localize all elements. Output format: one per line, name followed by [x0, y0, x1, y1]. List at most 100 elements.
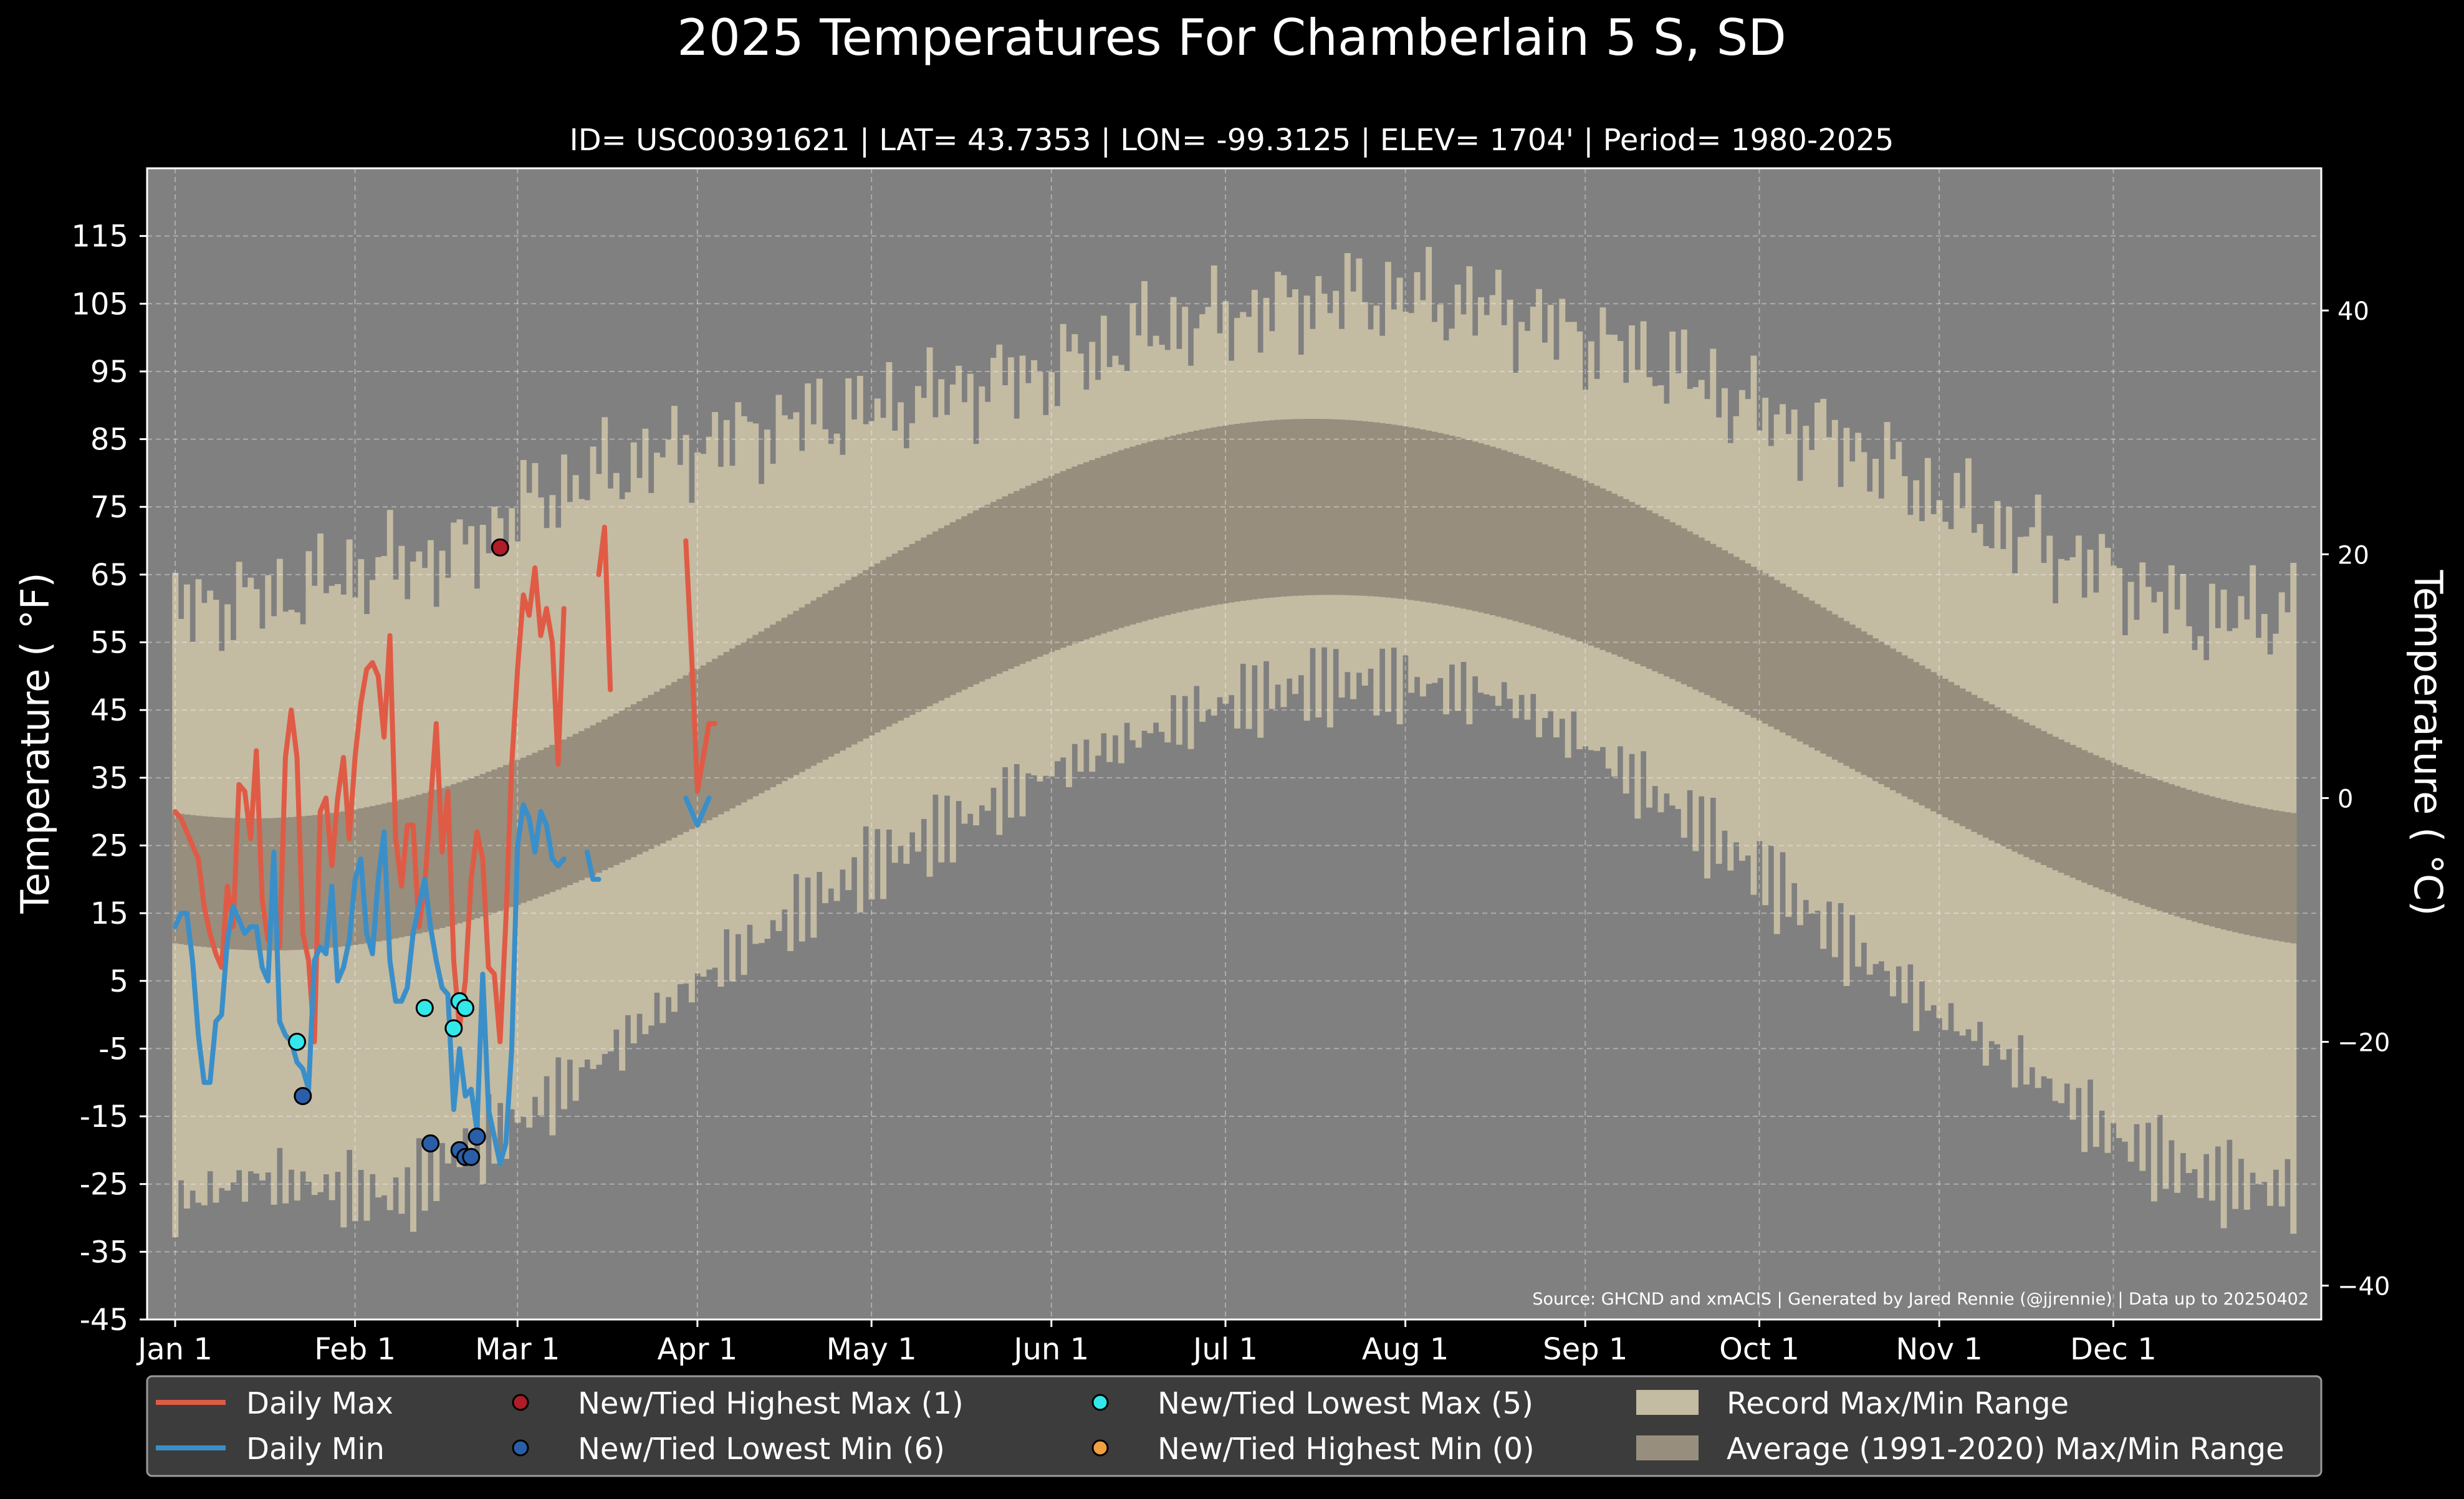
average-range-bar — [1942, 678, 1949, 818]
average-range-bar — [2035, 728, 2041, 863]
average-range-bar — [735, 645, 742, 806]
average-range-bar — [2139, 773, 2146, 905]
y-tick-label: -5 — [98, 1032, 128, 1066]
average-range-bar — [1112, 452, 1119, 630]
y-tick-label: 45 — [90, 693, 128, 728]
average-range-bar — [1704, 540, 1710, 696]
average-range-bar — [839, 583, 846, 751]
average-range-bar — [1187, 431, 1194, 610]
average-range-bar — [1210, 427, 1217, 606]
average-range-bar — [451, 784, 458, 925]
average-range-bar — [1629, 502, 1635, 662]
average-range-bar — [874, 563, 881, 733]
average-range-bar — [613, 713, 620, 865]
average-range-bar — [1507, 452, 1513, 620]
average-range-bar — [242, 818, 248, 951]
average-range-bar — [2215, 798, 2222, 928]
average-range-bar — [775, 621, 782, 785]
average-range-bar — [491, 769, 498, 913]
average-range-bar — [833, 587, 840, 754]
average-range-bar — [1228, 424, 1235, 603]
y-tick-label: 55 — [90, 626, 128, 661]
average-range-bar — [1414, 428, 1421, 601]
average-range-bar — [1350, 420, 1357, 596]
average-range-bar — [1530, 460, 1536, 626]
record-marker — [462, 1147, 481, 1166]
average-range-bar — [973, 510, 979, 684]
average-range-bar — [1135, 444, 1142, 623]
average-range-bar — [1669, 522, 1676, 679]
average-range-bar — [1646, 510, 1652, 669]
average-range-bar — [439, 788, 446, 928]
average-range-bar — [1100, 456, 1107, 634]
average-range-bar — [1478, 443, 1484, 613]
average-range-bar — [1866, 635, 1873, 778]
average-range-bar — [2017, 719, 2024, 855]
average-range-bar — [1153, 439, 1159, 618]
average-range-bar — [1588, 483, 1594, 646]
average-range-bar — [1321, 419, 1328, 595]
average-range-bar — [1524, 457, 1531, 625]
record-markers — [491, 538, 509, 557]
average-range-bar — [2197, 793, 2204, 924]
average-range-bar — [1808, 600, 1815, 748]
average-range-bar — [572, 734, 579, 883]
average-range-bar — [688, 672, 695, 830]
average-range-bar — [1361, 421, 1368, 596]
average-range-bar — [2116, 765, 2122, 897]
legend-box — [146, 1375, 2323, 1477]
average-range-bar — [1454, 437, 1461, 608]
average-range-bar — [1710, 544, 1717, 698]
average-range-bar — [1722, 550, 1728, 704]
average-range-bar — [1495, 448, 1502, 617]
average-range-bar — [2180, 788, 2187, 919]
average-range-bar — [433, 790, 440, 930]
average-range-bar — [1692, 534, 1699, 690]
average-range-bar — [1536, 462, 1543, 628]
average-range-bar — [1280, 419, 1287, 597]
legend-swatch-dot — [1091, 1394, 1109, 1411]
y-axis-label-left: Temperature ( °F) — [12, 572, 58, 914]
average-range-bar — [1066, 469, 1072, 646]
average-range-bar — [346, 810, 353, 946]
average-range-bar — [752, 635, 759, 797]
average-range-bar — [1820, 607, 1827, 754]
average-range-bar — [1014, 491, 1020, 667]
average-range-bar — [926, 534, 933, 707]
average-range-bar — [706, 662, 712, 821]
average-range-bar — [1605, 491, 1612, 653]
average-range-bar — [2226, 800, 2233, 931]
average-range-bar — [328, 813, 335, 948]
average-range-bar — [1861, 631, 1867, 775]
average-range-bar — [1994, 707, 2001, 844]
y-tick-label: 25 — [90, 828, 128, 863]
x-tick-label: Apr 1 — [657, 1332, 737, 1367]
average-range-bar — [1541, 464, 1548, 630]
average-range-bar — [1419, 429, 1426, 602]
average-range-bar — [1936, 675, 1943, 815]
average-range-bar — [1170, 435, 1177, 614]
average-range-bar — [1263, 421, 1270, 598]
average-range-bar — [509, 762, 515, 908]
average-range-bar — [625, 707, 631, 860]
average-range-bar — [2081, 750, 2088, 883]
average-range-bar — [2052, 737, 2059, 871]
average-range-bar — [1326, 419, 1333, 595]
average-range-bar — [1176, 434, 1182, 613]
x-tick-label: Oct 1 — [1719, 1332, 1800, 1367]
average-range-bar — [1785, 587, 1792, 735]
average-range-bar — [1582, 481, 1589, 644]
daily-min-series — [173, 795, 712, 1167]
average-range-bar — [369, 806, 376, 943]
average-range-bar — [845, 580, 852, 748]
y-tick-label-right: 40 — [2337, 297, 2369, 326]
average-range-bar — [247, 818, 254, 951]
average-range-bar — [1083, 462, 1090, 639]
average-range-bar — [335, 812, 341, 947]
average-range-bar — [1489, 446, 1496, 615]
average-range-bar — [1878, 641, 1885, 785]
average-range-bar — [886, 557, 893, 727]
y-tick-label: 65 — [90, 558, 128, 593]
average-range-bar — [1147, 441, 1154, 620]
average-range-bar — [224, 818, 231, 949]
